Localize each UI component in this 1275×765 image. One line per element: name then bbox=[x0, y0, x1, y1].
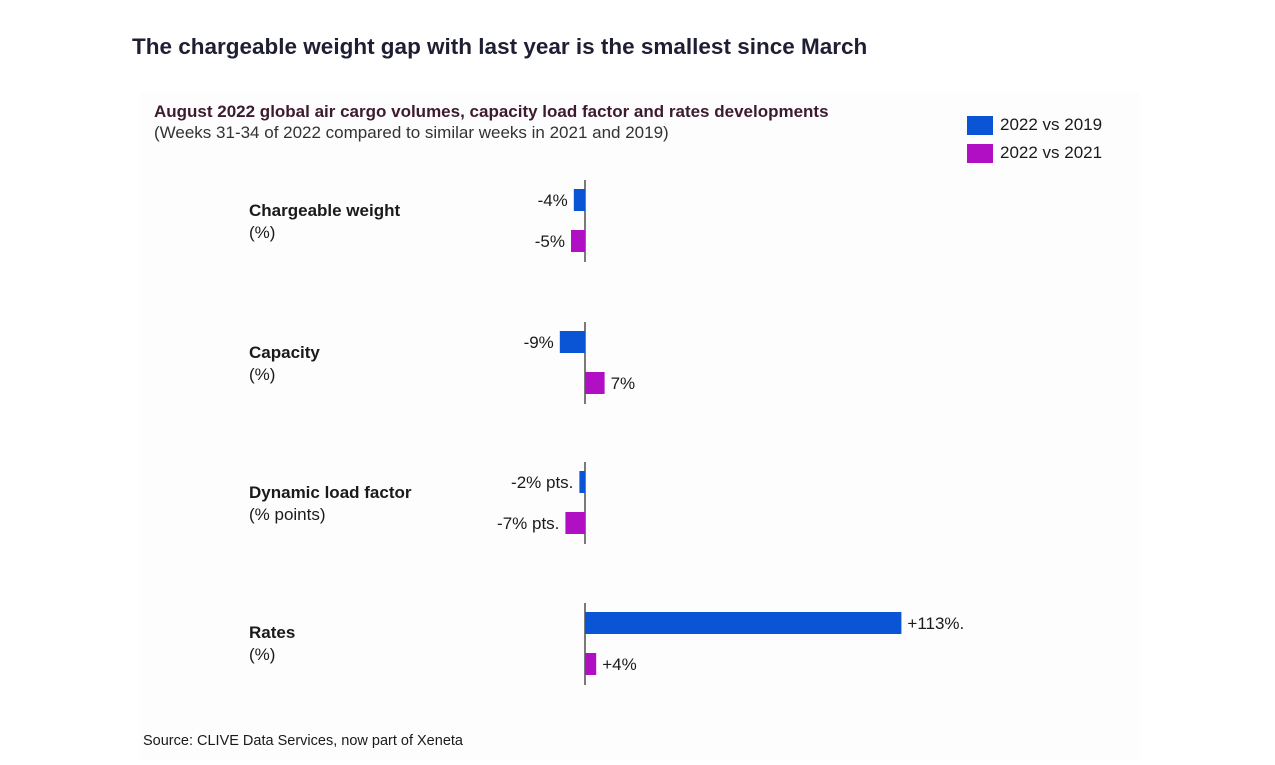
category-name: Capacity bbox=[249, 343, 320, 362]
bar bbox=[585, 653, 597, 675]
bar-value-label: -9% bbox=[524, 333, 554, 352]
bar-value-label: -2% pts. bbox=[511, 473, 573, 492]
bar-value-label: 7% bbox=[611, 374, 636, 393]
bar bbox=[559, 331, 585, 353]
category-unit: (% points) bbox=[249, 505, 326, 524]
category-name: Dynamic load factor bbox=[249, 483, 412, 502]
bar-value-label: +113%. bbox=[907, 614, 964, 633]
bar bbox=[573, 189, 585, 211]
legend-label-2019: 2022 vs 2019 bbox=[1000, 115, 1103, 134]
category-unit: (%) bbox=[249, 365, 276, 384]
bar-value-label: -7% pts. bbox=[497, 514, 559, 533]
category-name: Chargeable weight bbox=[249, 201, 401, 220]
category-unit: (%) bbox=[249, 645, 276, 664]
category-label-rates: Rates (%) bbox=[249, 622, 295, 666]
bar bbox=[565, 512, 585, 534]
category-label-dynamic-load-factor: Dynamic load factor (% points) bbox=[249, 482, 412, 526]
source-note: Source: CLIVE Data Services, now part of… bbox=[143, 733, 463, 749]
chart-panel bbox=[140, 92, 1140, 760]
bar bbox=[579, 471, 585, 493]
bar-value-label: -5% bbox=[535, 232, 565, 251]
category-unit: (%) bbox=[249, 223, 276, 242]
chart-subtitle: (Weeks 31-34 of 2022 compared to similar… bbox=[154, 123, 669, 142]
bar-value-label: +4% bbox=[602, 655, 637, 674]
bar bbox=[571, 230, 585, 252]
legend-swatch-2021 bbox=[967, 144, 993, 163]
legend-label-2021: 2022 vs 2021 bbox=[1000, 143, 1103, 162]
chart-title: August 2022 global air cargo volumes, ca… bbox=[154, 102, 829, 121]
page-title: The chargeable weight gap with last year… bbox=[132, 34, 868, 59]
category-name: Rates bbox=[249, 623, 296, 642]
legend-swatch-2019 bbox=[967, 116, 993, 135]
bar bbox=[585, 372, 605, 394]
category-label-chargeable-weight: Chargeable weight (%) bbox=[249, 200, 400, 244]
bar-value-label: -4% bbox=[538, 191, 568, 210]
category-label-capacity: Capacity (%) bbox=[249, 342, 320, 386]
bar bbox=[585, 612, 902, 634]
